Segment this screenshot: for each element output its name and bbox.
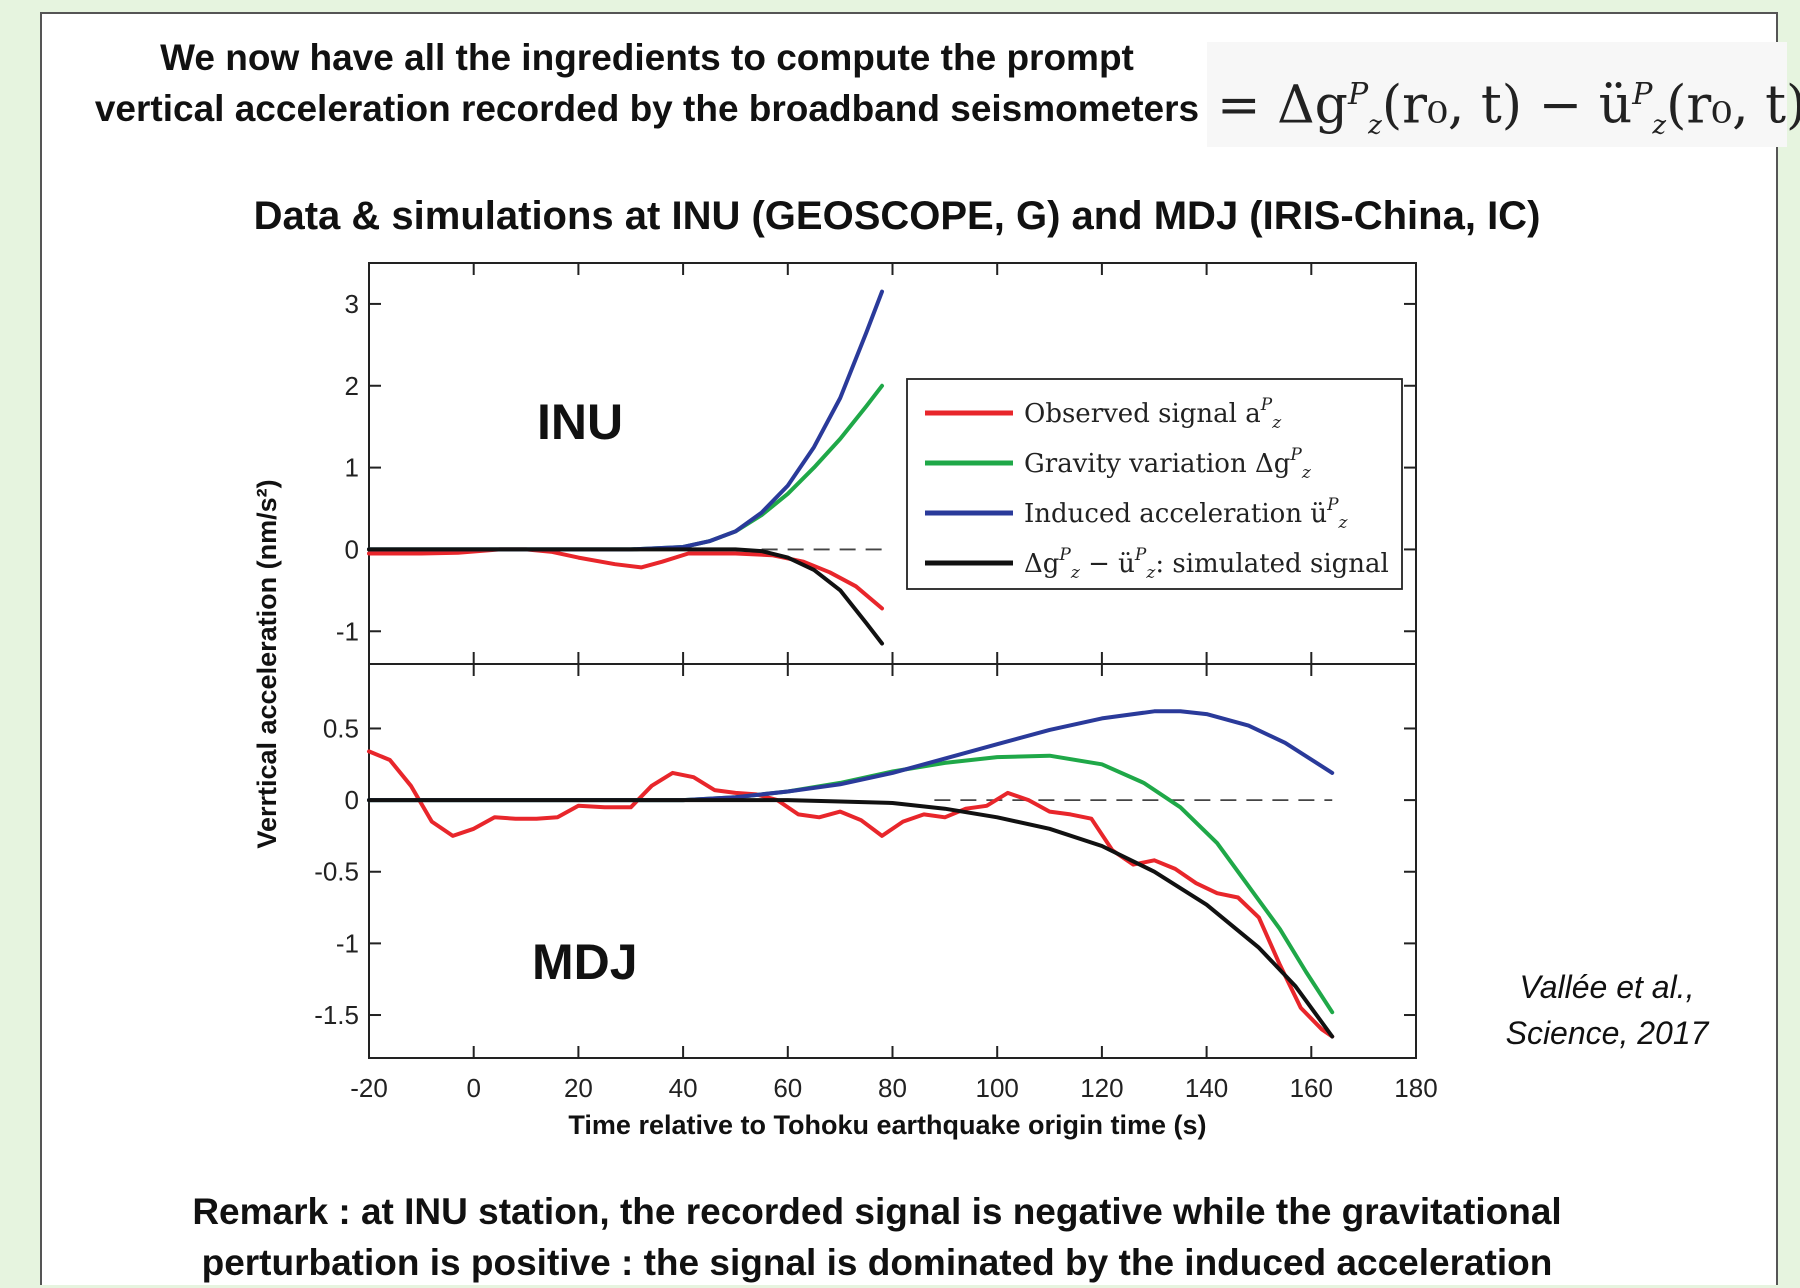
station-label-inu: INU (537, 394, 623, 450)
y-tick-label: 0 (345, 785, 359, 815)
legend-text-part: Observed signal a (1024, 399, 1261, 429)
legend-entry-text: Observed signal aPz (1024, 395, 1282, 433)
x-tick-label: 20 (564, 1073, 593, 1103)
legend-text-part: z (1301, 463, 1312, 483)
x-tick-label: 140 (1185, 1073, 1228, 1103)
legend-entry-text: Induced acceleration üPz (1024, 495, 1349, 533)
y-tick-label: 0 (345, 534, 359, 564)
remark-line-2: perturbation is positive : the signal is… (102, 1237, 1652, 1288)
remark-line-1: Remark : at INU station, the recorded si… (102, 1186, 1652, 1237)
legend-text-part: P (1260, 395, 1273, 415)
x-tick-label: 100 (976, 1073, 1019, 1103)
y-axis-label: Verrtical acceleration (nm/s²) (252, 479, 282, 848)
y-tick-label: 2 (345, 371, 359, 401)
citation-line-1: Vallée et al., (1457, 964, 1757, 1010)
legend-text-part: P (1058, 545, 1071, 565)
slide-frame: We now have all the ingredients to compu… (40, 12, 1778, 1285)
x-tick-label: 60 (773, 1073, 802, 1103)
legend-text-part: Induced acceleration ü (1024, 499, 1327, 529)
x-tick-label: 120 (1080, 1073, 1123, 1103)
legend-text-part: P (1289, 445, 1302, 465)
legend-text-part: P (1326, 495, 1339, 515)
y-tick-label: 0.5 (323, 713, 359, 743)
y-tick-label: 1 (345, 453, 359, 483)
y-tick-label: -1 (336, 616, 359, 646)
legend-text-part: Gravity variation Δg (1024, 449, 1290, 479)
y-tick-label: 3 (345, 289, 359, 319)
legend-entry-text: Gravity variation ΔgPz (1024, 445, 1312, 483)
legend-text-part: z (1338, 513, 1349, 533)
x-tick-label: 40 (669, 1073, 698, 1103)
x-tick-label: 80 (878, 1073, 907, 1103)
legend-text-part: : simulated signal (1155, 549, 1389, 579)
remark: Remark : at INU station, the recorded si… (102, 1186, 1652, 1288)
x-tick-label: -20 (350, 1073, 388, 1103)
y-tick-label: -1 (336, 928, 359, 958)
y-tick-label: -1.5 (314, 1000, 359, 1030)
legend-text-part: Δg (1024, 549, 1059, 579)
x-axis-label: Time relative to Tohoku earthquake origi… (568, 1110, 1206, 1140)
legend-text-part: − ü (1080, 549, 1135, 579)
x-tick-label: 0 (466, 1073, 480, 1103)
citation-line-2: Science, 2017 (1457, 1010, 1757, 1056)
y-tick-label: -0.5 (314, 857, 359, 887)
station-label-mdj: MDJ (532, 934, 638, 990)
legend-text-part: z (1271, 413, 1282, 433)
x-tick-label: 160 (1290, 1073, 1333, 1103)
citation: Vallée et al., Science, 2017 (1457, 964, 1757, 1056)
x-tick-label: 180 (1394, 1073, 1437, 1103)
legend-text-part: P (1134, 545, 1147, 565)
